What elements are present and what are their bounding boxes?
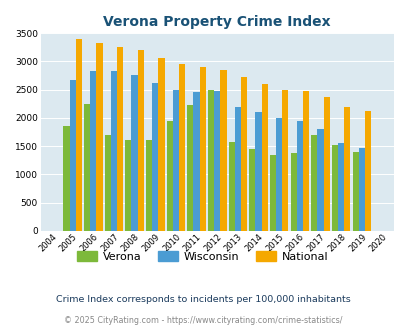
Text: Crime Index corresponds to incidents per 100,000 inhabitants: Crime Index corresponds to incidents per… <box>55 295 350 304</box>
Bar <box>337 143 343 231</box>
Bar <box>166 121 173 231</box>
Bar <box>220 70 226 231</box>
Bar <box>213 91 220 231</box>
Bar <box>269 155 275 231</box>
Bar <box>323 97 329 231</box>
Bar <box>281 89 288 231</box>
Title: Verona Property Crime Index: Verona Property Crime Index <box>103 15 330 29</box>
Bar <box>364 111 370 231</box>
Bar <box>302 91 308 231</box>
Bar <box>90 71 96 231</box>
Bar <box>69 80 75 231</box>
Bar <box>187 105 193 231</box>
Bar <box>117 47 123 231</box>
Bar <box>137 50 143 231</box>
Bar <box>125 141 131 231</box>
Bar <box>131 76 137 231</box>
Bar <box>296 121 302 231</box>
Bar <box>84 104 90 231</box>
Bar <box>158 58 164 231</box>
Bar <box>228 142 234 231</box>
Bar <box>145 141 152 231</box>
Bar <box>255 112 261 231</box>
Bar <box>358 148 364 231</box>
Bar <box>179 64 185 231</box>
Legend: Verona, Wisconsin, National: Verona, Wisconsin, National <box>73 247 332 267</box>
Bar <box>111 71 117 231</box>
Bar <box>275 118 281 231</box>
Bar <box>96 43 102 231</box>
Bar <box>199 67 205 231</box>
Bar <box>234 107 241 231</box>
Bar <box>152 82 158 231</box>
Bar <box>331 145 337 231</box>
Bar <box>317 129 323 231</box>
Bar <box>173 89 179 231</box>
Text: © 2025 CityRating.com - https://www.cityrating.com/crime-statistics/: © 2025 CityRating.com - https://www.city… <box>64 316 341 325</box>
Bar <box>104 135 111 231</box>
Bar <box>75 39 82 231</box>
Bar <box>193 92 199 231</box>
Bar <box>261 84 267 231</box>
Bar <box>352 152 358 231</box>
Bar <box>343 107 350 231</box>
Bar <box>241 77 247 231</box>
Bar <box>310 135 317 231</box>
Bar <box>207 89 213 231</box>
Bar <box>249 149 255 231</box>
Bar <box>63 126 69 231</box>
Bar <box>290 153 296 231</box>
